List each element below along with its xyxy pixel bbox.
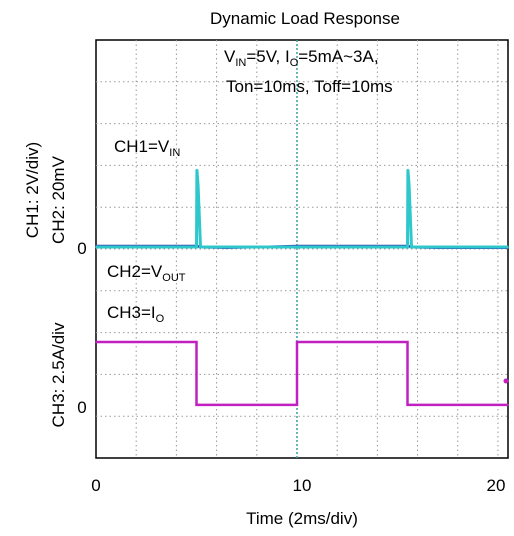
annotation-line-2: Ton=10ms, Toff=10ms <box>226 77 393 96</box>
ch2-label-sub: OUT <box>162 272 186 284</box>
data-point-ch2 <box>507 246 509 248</box>
data-point-ch2 <box>196 168 198 171</box>
x-tick-label-1: 10 <box>293 476 312 495</box>
ch12-zero-label: 0 <box>77 239 86 258</box>
data-point-ch3 <box>406 341 409 343</box>
annotation-vin: V <box>224 47 236 66</box>
y-label-lower: CH3: 2.5A/div <box>49 322 68 427</box>
data-point-ch3 <box>95 341 97 343</box>
y-label-upper-1: CH1: 2V/div) <box>23 142 42 238</box>
annotation-io-sub: O <box>290 57 299 69</box>
data-point-ch3 <box>507 404 509 406</box>
x-tick-label-2: 20 <box>487 476 506 495</box>
ch2-label-main: CH2=V <box>107 262 163 281</box>
annotation-vin-sub: IN <box>235 57 246 69</box>
ch3-label: CH3=IO <box>107 303 165 325</box>
data-point-ch2 <box>408 185 410 187</box>
ch1-label-main: CH1=V <box>114 137 170 156</box>
data-point-ch2 <box>197 185 199 187</box>
ch2-label: CH2=VOUT <box>107 262 186 284</box>
data-point-ch2 <box>199 246 202 248</box>
data-point-ch3 <box>195 404 198 406</box>
chart-title: Dynamic Load Response <box>210 9 400 28</box>
data-point-ch2 <box>406 246 409 248</box>
ch3-trigger-marker <box>503 378 509 384</box>
series-group <box>95 168 509 407</box>
x-tick-label-0: 0 <box>91 476 100 495</box>
ch3-zero-label: 0 <box>77 398 86 417</box>
data-point-ch3 <box>406 404 409 406</box>
annotation-range: =5mA~3A, <box>298 47 378 66</box>
annotation-io: =5V, I <box>246 47 289 66</box>
data-point-ch2 <box>407 168 409 171</box>
x-axis-label: Time (2ms/div) <box>246 509 358 528</box>
data-point-ch2 <box>410 246 413 248</box>
ch1-label: CH1=VIN <box>114 137 180 159</box>
ch1-label-sub: IN <box>169 147 180 159</box>
ch3-label-main: CH3=I <box>107 303 156 322</box>
data-point-ch2 <box>95 246 97 248</box>
data-point-ch2 <box>195 246 198 248</box>
data-point-ch3 <box>296 341 298 343</box>
data-point-ch3 <box>195 341 198 343</box>
annotation-line-1: VIN=5V, IO=5mA~3A, <box>224 47 379 69</box>
ch3-label-sub: O <box>156 313 165 325</box>
data-point-ch3 <box>296 404 298 406</box>
series-line-ch3 <box>96 340 508 407</box>
y-label-upper-2: CH2: 20mV <box>49 155 68 244</box>
data-point-ch2 <box>296 246 298 248</box>
